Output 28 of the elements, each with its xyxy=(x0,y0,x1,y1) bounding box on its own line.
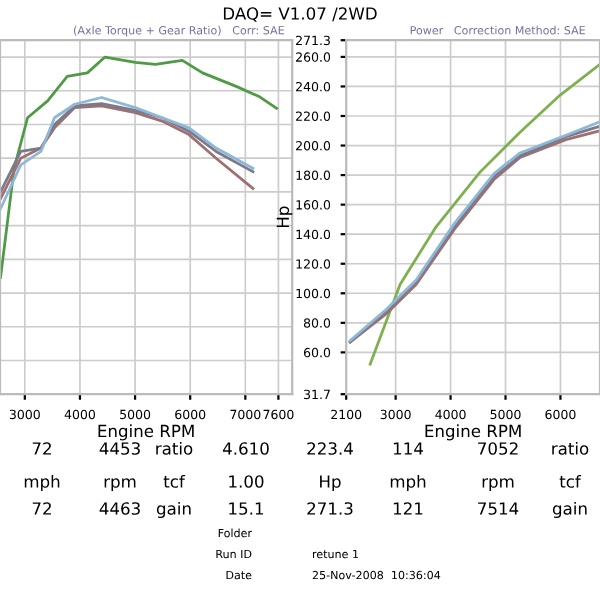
x-axis-title: Engine RPM xyxy=(98,424,194,441)
text: ratio xyxy=(552,441,589,455)
text: 4453 xyxy=(99,442,140,455)
text: 15.1 xyxy=(229,502,264,515)
text: gain xyxy=(156,501,191,519)
text: rpm xyxy=(104,478,136,492)
text: 121 xyxy=(393,502,423,515)
text: 223.4 xyxy=(307,442,353,455)
text: 7052 xyxy=(478,442,518,455)
line-series xyxy=(368,62,600,366)
text: tcf xyxy=(163,474,186,488)
text: mph xyxy=(390,474,426,492)
text: Hp xyxy=(320,475,341,492)
text: 1.00 xyxy=(229,475,264,488)
text: gain xyxy=(552,501,587,519)
text: 72 xyxy=(32,442,51,455)
x-axis-title: Engine RPM xyxy=(425,424,521,441)
text: rpm xyxy=(482,478,514,492)
text: 4463 xyxy=(99,502,140,515)
text: 114 xyxy=(393,442,423,455)
chart-title: DAQ= V1.07 /2WD xyxy=(223,7,377,22)
text: 7514 xyxy=(478,502,519,515)
text: ratio xyxy=(156,441,193,455)
text: tcf xyxy=(559,474,582,488)
text: 4.610 xyxy=(222,442,269,455)
y-axis-title: Hp xyxy=(276,206,293,228)
text: 72 xyxy=(32,502,51,515)
text: mph xyxy=(24,474,60,492)
